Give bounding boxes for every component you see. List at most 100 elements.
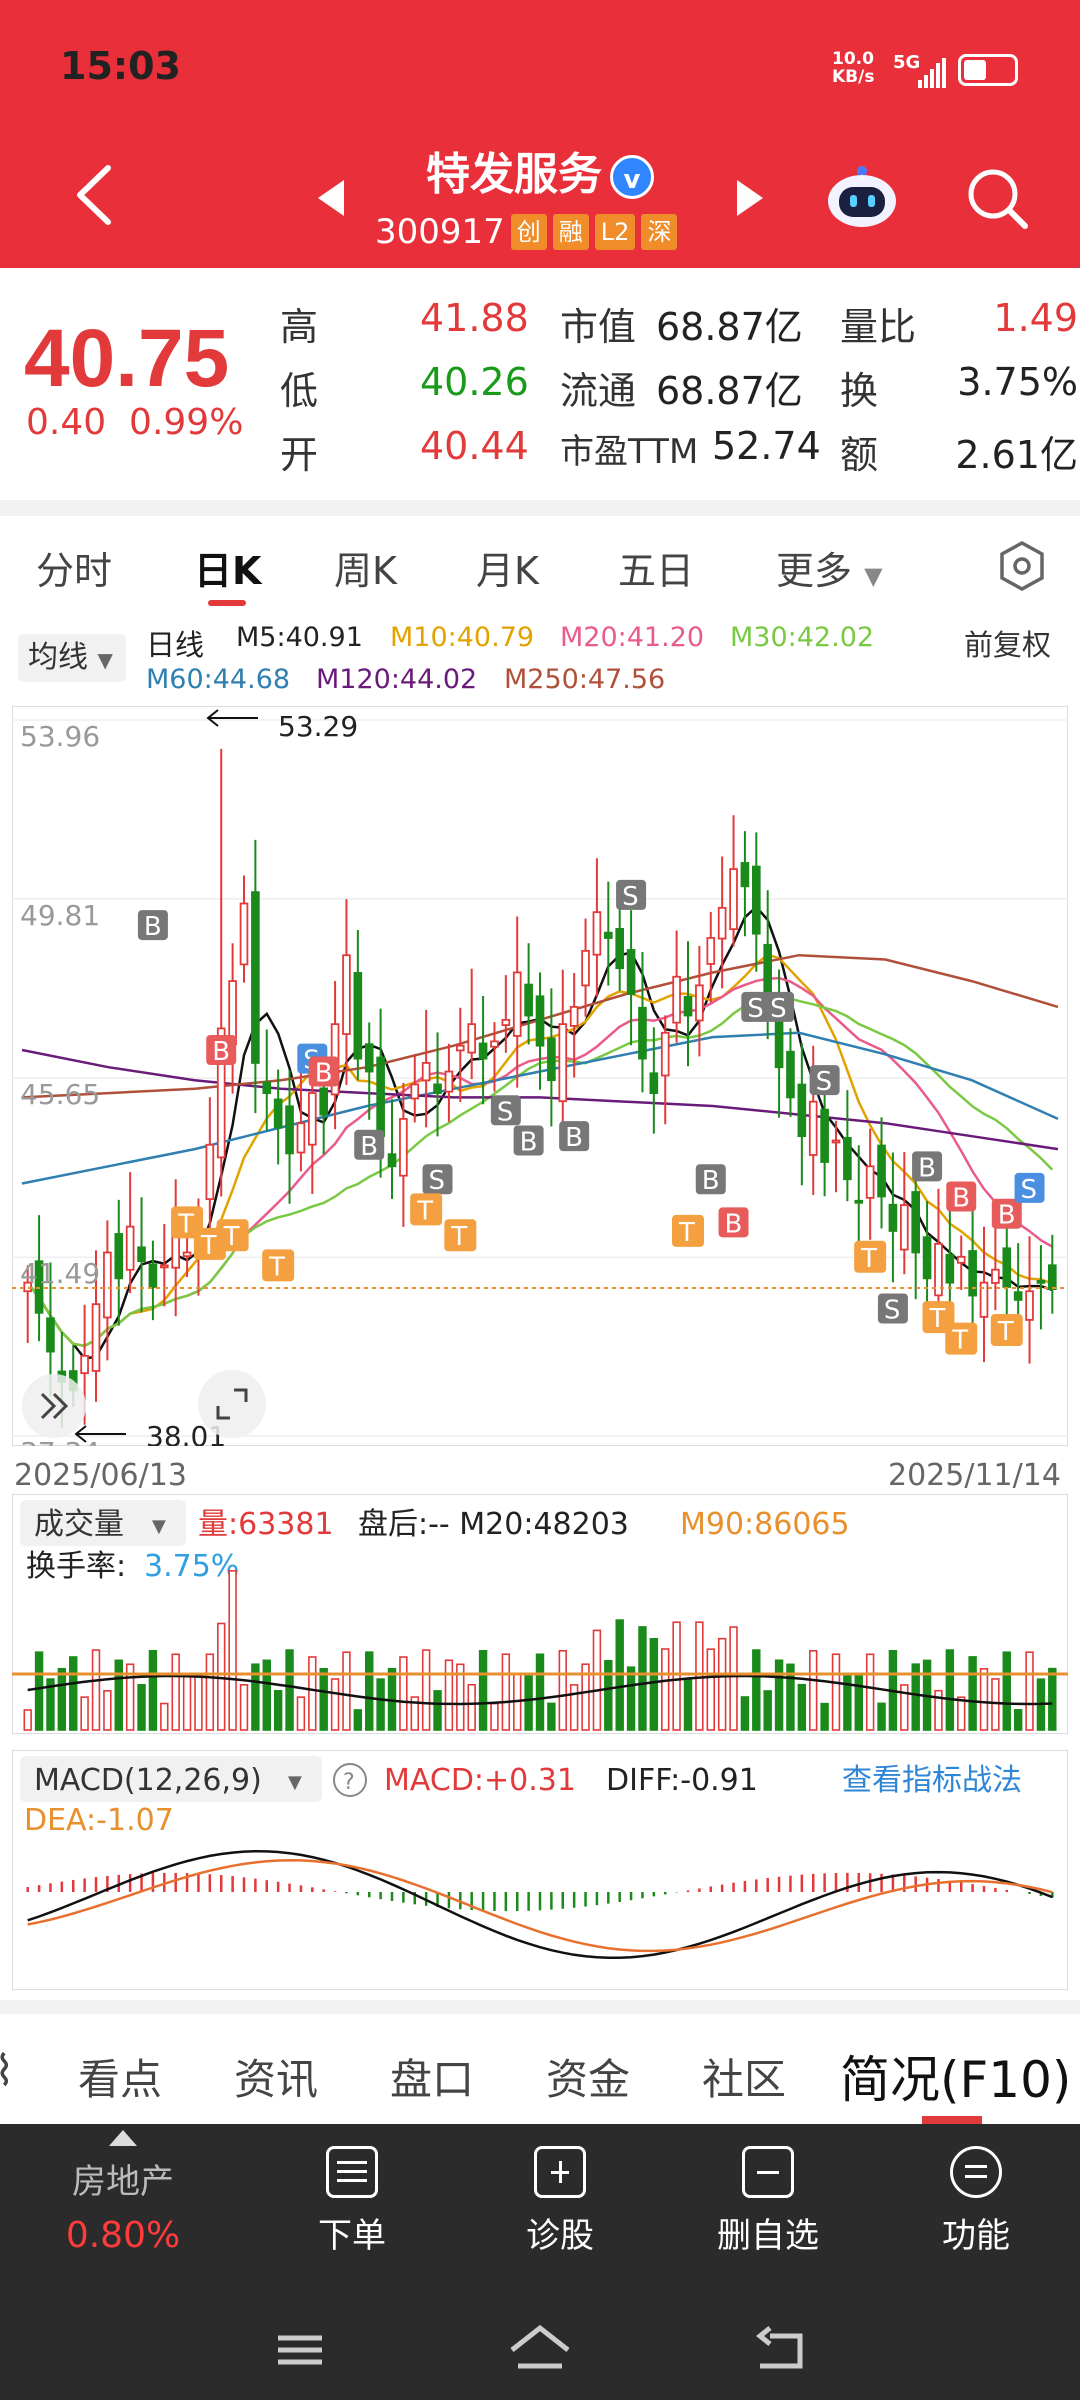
volume-bar (581, 1663, 590, 1731)
candle-body (114, 1233, 124, 1280)
volume-bar (433, 1690, 442, 1731)
trade-marker: S (422, 1164, 453, 1196)
volume-selector[interactable] (20, 1500, 186, 1546)
label-open: 开 (280, 433, 319, 477)
diagnose-button[interactable]: 诊股 (480, 2146, 640, 2257)
macd-chart[interactable]: MACD(12,26,9) ▼ ? MACD:+0.31 DIFF:-0.91 … (12, 1750, 1068, 1990)
period-tabs: 分时 日K 周K 月K 五日 更多 ▼ (0, 516, 1080, 612)
volume-bar (763, 1690, 772, 1731)
macd-selector[interactable] (20, 1756, 322, 1802)
stock-code-row: 300917 创 融 L2 深 (375, 212, 678, 252)
home-nav-icon[interactable] (510, 2324, 570, 2369)
candle-body (137, 1246, 146, 1262)
volume-bars (23, 1569, 1057, 1731)
tab-monthly-k[interactable]: 月K (476, 549, 539, 593)
trade-marker-t: T (410, 1193, 443, 1226)
svg-text:S: S (816, 1067, 833, 1097)
candle-body (991, 1268, 1000, 1284)
y-tick-label: 53.96 (20, 720, 100, 753)
candle-body (501, 1018, 511, 1027)
diff-value: DIFF:-0.91 (606, 1763, 758, 1798)
volume-bar (524, 1672, 533, 1731)
candle-body (740, 862, 750, 888)
candle-body (262, 1081, 272, 1094)
tab-highlights[interactable]: 看点 (78, 2055, 163, 2104)
date-start: 2025/06/13 (14, 1458, 187, 1493)
macd-strategy-link[interactable]: 查看指标战法 (842, 1763, 1022, 1798)
settings-hexagon-icon[interactable] (996, 540, 1048, 592)
tab-f10[interactable]: 简况(F10) (840, 2051, 1072, 2109)
prev-stock-icon[interactable] (318, 180, 346, 216)
volume-chart[interactable]: 成交量 ▼ 量:63381 盘后:-- M20:48203 M90:86065 … (12, 1494, 1068, 1734)
trade-marker-t: T (262, 1249, 295, 1282)
up-triangle-icon (109, 2130, 137, 2146)
value-volume-ratio: 1.49 (993, 296, 1078, 340)
candle-body (638, 1006, 647, 1060)
volume-bar (262, 1659, 271, 1731)
search-icon[interactable] (963, 164, 1029, 230)
candle-body (649, 1072, 659, 1094)
stock-code: 300917 (375, 212, 505, 252)
svg-text:B: B (952, 1183, 970, 1213)
volume-bar (535, 1653, 545, 1731)
menu-nav-icon[interactable] (278, 2335, 322, 2365)
next-stock-icon[interactable] (735, 180, 763, 216)
order-label: 下单 (318, 2216, 386, 2256)
volume-bar (626, 1666, 636, 1731)
back-nav-icon[interactable] (755, 2326, 803, 2369)
tab-more[interactable]: 更多 ▼ (776, 549, 883, 593)
tab-news[interactable]: 资讯 (234, 2055, 319, 2104)
candle-body (376, 1056, 385, 1138)
ma60-label: M60:44.68 (146, 664, 291, 695)
volume-bar (831, 1653, 841, 1731)
trade-marker-t: T (216, 1219, 249, 1252)
candle-body (717, 906, 727, 940)
ma5-label: M5:40.91 (236, 622, 363, 653)
ma120-line (21, 1048, 1059, 1151)
tag-l2: L2 (594, 214, 636, 250)
trade-marker: B (991, 1198, 1022, 1231)
trade-marker: S (616, 879, 647, 912)
svg-text:S: S (770, 994, 787, 1024)
adjust-mode[interactable]: 前复权 (964, 628, 1052, 662)
volume-bar (239, 1684, 249, 1731)
back-arrow-icon[interactable] (70, 160, 120, 230)
sector-change: 0.80% (65, 2215, 181, 2256)
candle-body (592, 911, 602, 956)
candle-body (80, 1354, 89, 1375)
volume-bar (1048, 1667, 1057, 1731)
candle-body (877, 1144, 886, 1198)
candle-body (1013, 1291, 1023, 1301)
volume-bar (934, 1689, 943, 1731)
functions-button[interactable]: 功能 (896, 2146, 1056, 2257)
info-tabs: ⌇ 看点 资讯 盘口 资金 社区 简况(F10) (0, 2014, 1080, 2124)
tab-funds[interactable]: 资金 (546, 2055, 631, 2104)
tab-intraday[interactable]: 分时 (36, 549, 113, 593)
sector-widget[interactable]: 房地产 0.80% (38, 2130, 208, 2256)
robot-assistant-icon[interactable] (825, 165, 900, 230)
candle-body (831, 1139, 841, 1144)
value-low: 40.26 (420, 360, 529, 404)
trade-marker: B (513, 1125, 544, 1157)
candle-body (239, 902, 249, 966)
help-icon[interactable] (333, 1763, 367, 1797)
candle-body (524, 983, 533, 1017)
volume-bar (854, 1672, 863, 1731)
fullscreen-icon[interactable] (198, 1370, 266, 1438)
candle-body (364, 1043, 374, 1073)
order-button[interactable]: 下单 (272, 2146, 432, 2257)
tab-order-book[interactable]: 盘口 (390, 2055, 475, 2104)
volume-bar (114, 1659, 123, 1731)
y-tick-label: 37.34 (20, 1436, 100, 1446)
tab-daily-k[interactable]: 日K (194, 549, 262, 593)
tab-weekly-k[interactable]: 周K (334, 549, 397, 593)
tab-community[interactable]: 社区 (702, 2055, 787, 2104)
volume-bar (137, 1683, 146, 1731)
volume-bar (900, 1684, 909, 1731)
label-volume-ratio: 量比 (840, 305, 917, 349)
ma-selector[interactable]: 均线 ▼ (18, 634, 126, 682)
tab-five-day[interactable]: 五日 (618, 549, 695, 593)
remove-watchlist-button[interactable]: 删自选 (688, 2146, 848, 2257)
expand-icon[interactable] (22, 1374, 86, 1438)
